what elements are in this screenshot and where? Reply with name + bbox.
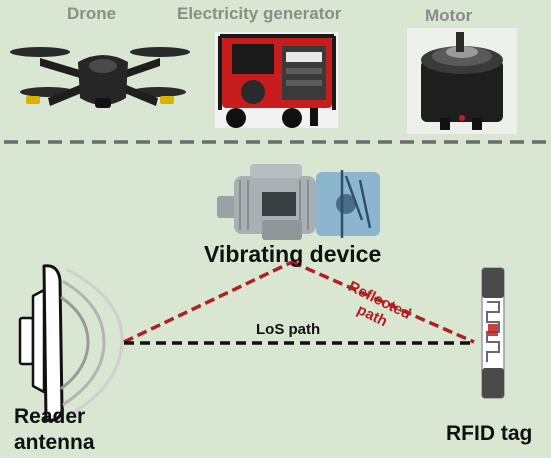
rfid-tag-label: RFID tag bbox=[446, 422, 533, 445]
reader-label-line1: Reader bbox=[14, 405, 86, 428]
motor-label: Motor bbox=[425, 6, 473, 25]
reflected-path-left bbox=[123, 260, 293, 344]
generator-label: Electricity generator bbox=[177, 4, 342, 23]
signal-waves-icon bbox=[60, 268, 124, 418]
reader-antenna-label: Reader antenna bbox=[14, 404, 95, 456]
vibrating-device-icon bbox=[217, 164, 380, 240]
drone-label: Drone bbox=[67, 4, 117, 23]
motor-icon bbox=[407, 28, 517, 134]
vibrating-device-label: Vibrating device bbox=[204, 241, 382, 267]
reflected-path-right bbox=[291, 260, 475, 344]
reader-label-line2: antenna bbox=[14, 431, 95, 454]
los-path-label: LoS path bbox=[256, 321, 321, 338]
generator-icon bbox=[215, 32, 338, 128]
rfid-tag-icon bbox=[481, 267, 505, 399]
reader-antenna-icon bbox=[18, 264, 64, 422]
drone-icon bbox=[10, 47, 190, 108]
